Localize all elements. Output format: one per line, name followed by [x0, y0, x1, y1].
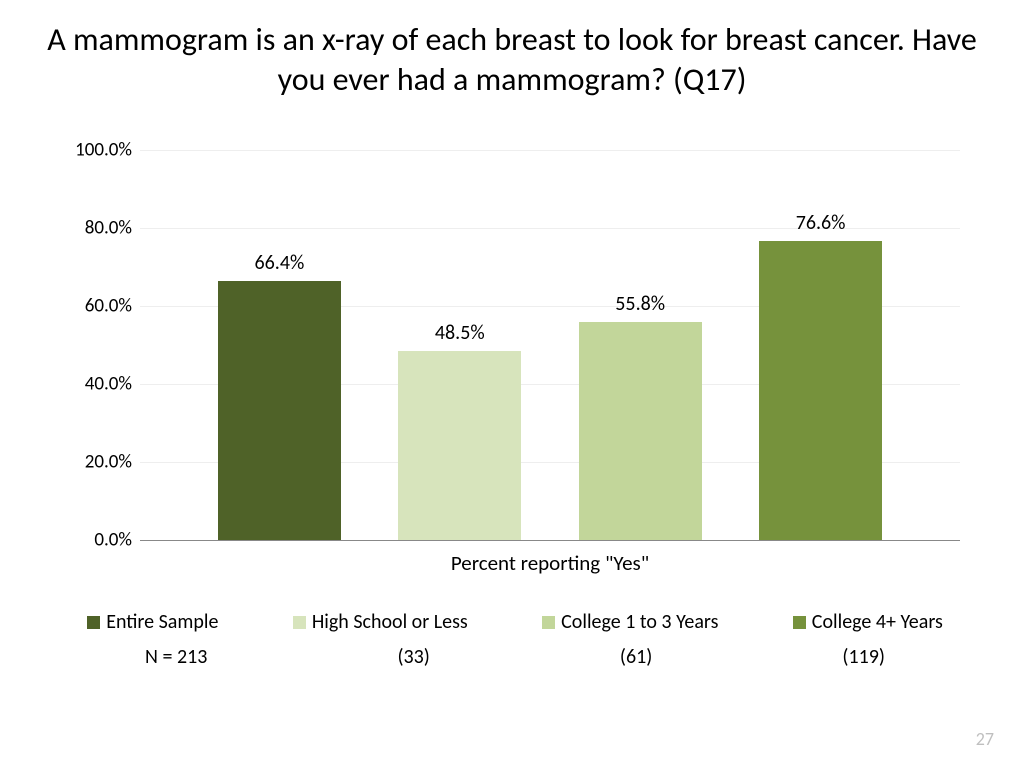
page-number: 27 [976, 728, 994, 750]
legend-label: College 4+ Years [812, 610, 943, 634]
legend-n-label: (33) [397, 645, 429, 669]
legend-item: High School or Less [293, 610, 468, 634]
ytick-label: 60.0% [62, 295, 132, 318]
n-row: N = 213 (33) (61) (119) [50, 645, 980, 669]
legend-swatch [293, 616, 306, 629]
bar [579, 322, 702, 540]
gridline [140, 150, 960, 151]
legend-label: College 1 to 3 Years [561, 610, 718, 634]
chart-area: 0.0% 20.0% 40.0% 60.0% 80.0% 100.0% 66.4% 48.5%… [60, 140, 960, 580]
ytick-label: 100.0% [62, 139, 132, 162]
legend-n-label: (61) [620, 645, 652, 669]
legend-item: College 4+ Years [793, 610, 943, 634]
legend-item: Entire Sample [87, 610, 218, 634]
legend: Entire Sample High School or Less College … [50, 610, 980, 634]
bar-value-label: 66.4% [209, 251, 349, 275]
bar-value-label: 55.8% [570, 292, 710, 316]
bar [398, 351, 521, 540]
legend-label: High School or Less [312, 610, 468, 634]
bar-value-label: 48.5% [390, 321, 530, 345]
ytick-label: 20.0% [62, 451, 132, 474]
chart-title: A mammogram is an x-ray of each breast t… [0, 0, 1024, 110]
legend-item: College 1 to 3 Years [542, 610, 718, 634]
ytick-label: 40.0% [62, 373, 132, 396]
legend-swatch [542, 616, 555, 629]
legend-swatch [87, 616, 100, 629]
bar [759, 241, 882, 540]
bar-value-label: 76.6% [751, 211, 891, 235]
legend-swatch [793, 616, 806, 629]
bar [218, 281, 341, 540]
ytick-label: 0.0% [62, 529, 132, 552]
legend-n-label: N = 213 [145, 645, 207, 669]
plot-region: 0.0%20.0%40.0%60.0%80.0%100.0%66.4%48.5%… [140, 150, 960, 541]
legend-label: Entire Sample [106, 610, 218, 634]
legend-n-label: (119) [842, 645, 885, 669]
ytick-label: 80.0% [62, 217, 132, 240]
x-axis-label: Percent reporting "Yes" [140, 550, 960, 576]
